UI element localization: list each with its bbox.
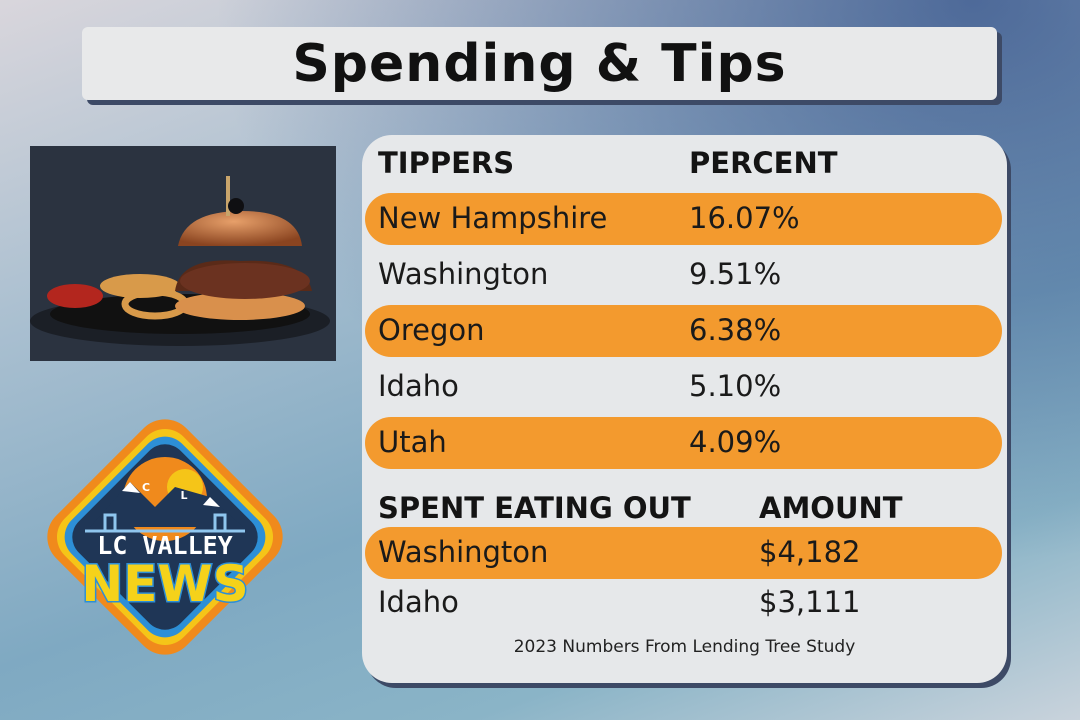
row-value: 9.51%: [689, 257, 782, 291]
row-label: Idaho: [378, 585, 459, 619]
logo-peak-letter: C: [142, 481, 150, 494]
footnote: 2023 Numbers From Lending Tree Study: [513, 637, 856, 657]
title: Spending & Tips: [292, 33, 787, 94]
row-highlight: [365, 305, 1002, 357]
row-highlight: [365, 193, 1002, 245]
column-header: TIPPERS: [378, 146, 515, 180]
row-highlight: [365, 417, 1002, 469]
row-label: New Hampshire: [378, 201, 608, 235]
row-highlight: [365, 527, 1002, 579]
row-label: Washington: [378, 257, 549, 291]
logo-line2: NEWS: [81, 555, 248, 613]
row-value: $4,182: [759, 535, 861, 569]
column-header: SPENT EATING OUT: [378, 491, 691, 525]
row-label: Utah: [378, 425, 447, 459]
logo-peak-letter: L: [180, 489, 187, 502]
food-photo: [30, 146, 336, 361]
row-label: Oregon: [378, 313, 485, 347]
row-value: 4.09%: [689, 425, 782, 459]
row-label: Idaho: [378, 369, 459, 403]
row-value: 5.10%: [689, 369, 782, 403]
logo: C L LC VALLEY NEWS: [47, 419, 283, 655]
row-label: Washington: [378, 535, 549, 569]
data-panel: 2023 Numbers From Lending Tree Study TIP…: [362, 135, 1007, 683]
row-value: 6.38%: [689, 313, 782, 347]
column-header: PERCENT: [689, 146, 838, 180]
row-value: $3,111: [759, 585, 861, 619]
logo-line1: LC VALLEY: [97, 531, 232, 560]
column-header: AMOUNT: [759, 491, 903, 525]
title-box: Spending & Tips: [82, 27, 997, 100]
row-value: 16.07%: [689, 201, 800, 235]
